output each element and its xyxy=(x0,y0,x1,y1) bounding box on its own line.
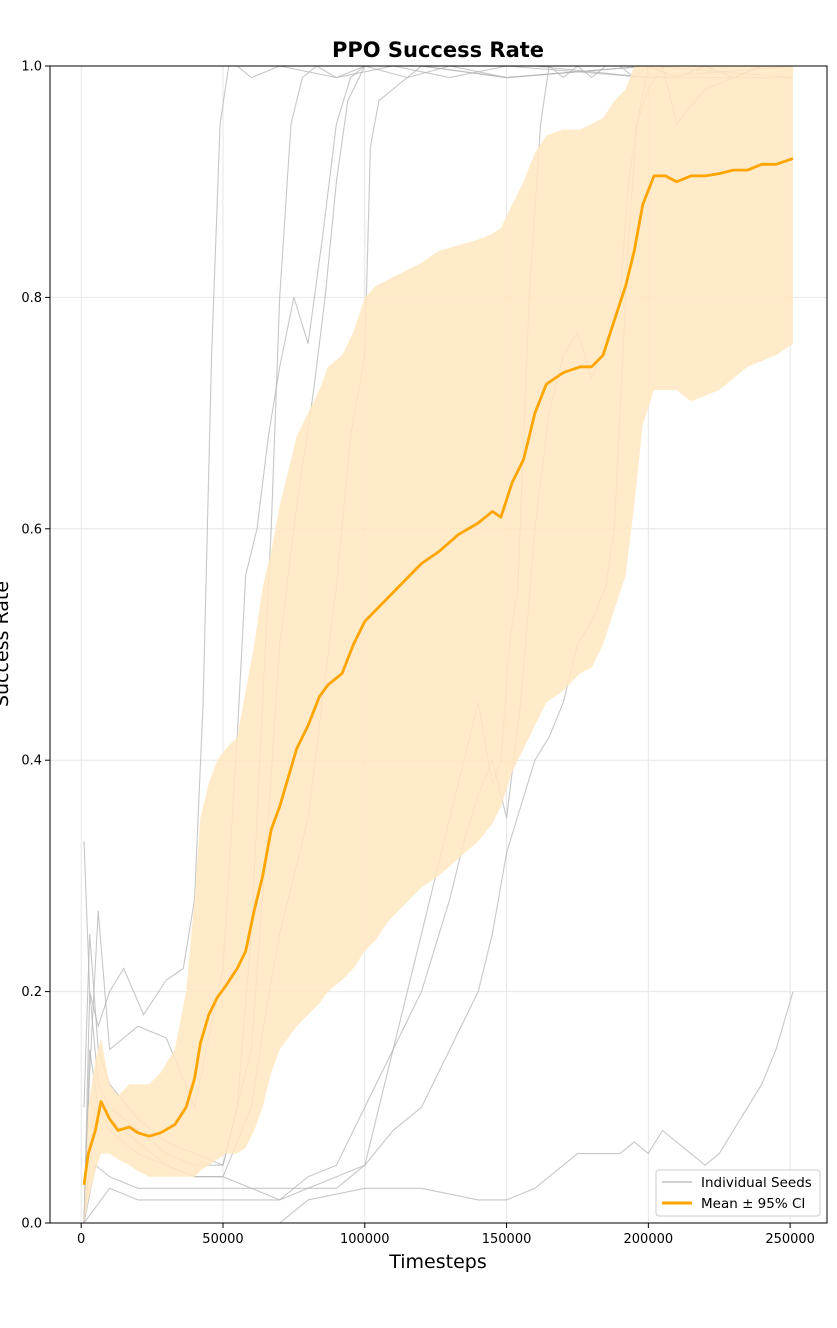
y-tick-label: 0.4 xyxy=(21,754,42,769)
legend-seed-label: Individual Seeds xyxy=(701,1175,812,1191)
y-axis-title: Success Rate xyxy=(0,581,13,707)
y-axis: 0.0 0.2 0.4 0.6 0.8 1.0 xyxy=(21,60,50,1232)
x-axis-title: Timesteps xyxy=(388,1251,487,1273)
mean-series-line xyxy=(82,157,794,1185)
ci-band-area xyxy=(84,66,793,1223)
mean-line xyxy=(82,157,794,1185)
x-tick-label: 100000 xyxy=(340,1232,390,1247)
y-tick-label: 0.0 xyxy=(21,1217,42,1232)
x-tick-label: 250000 xyxy=(765,1232,815,1247)
seed-line xyxy=(84,991,794,1223)
x-tick-label: 150000 xyxy=(482,1232,532,1247)
seed-line xyxy=(83,66,794,1029)
y-tick-label: 1.0 xyxy=(21,60,42,75)
ci-band xyxy=(84,66,793,1223)
x-tick-label: 50000 xyxy=(202,1232,243,1247)
legend-mean-label: Mean ± 95% CI xyxy=(701,1196,805,1212)
y-tick-label: 0.8 xyxy=(21,291,42,306)
x-tick-label: 200000 xyxy=(624,1232,674,1247)
seed-line xyxy=(83,66,793,1223)
y-tick-label: 0.2 xyxy=(21,985,42,1000)
plot-frame xyxy=(49,65,828,1224)
x-tick-label: 0 xyxy=(77,1232,85,1247)
y-tick-label: 0.6 xyxy=(21,522,42,537)
legend-box xyxy=(655,1169,821,1217)
x-axis: 0 50000 100000 150000 200000 250000 xyxy=(77,1223,815,1247)
legend: Individual Seeds Mean ± 95% CI xyxy=(655,1169,821,1217)
chart-title: PPO Success Rate xyxy=(332,38,544,62)
